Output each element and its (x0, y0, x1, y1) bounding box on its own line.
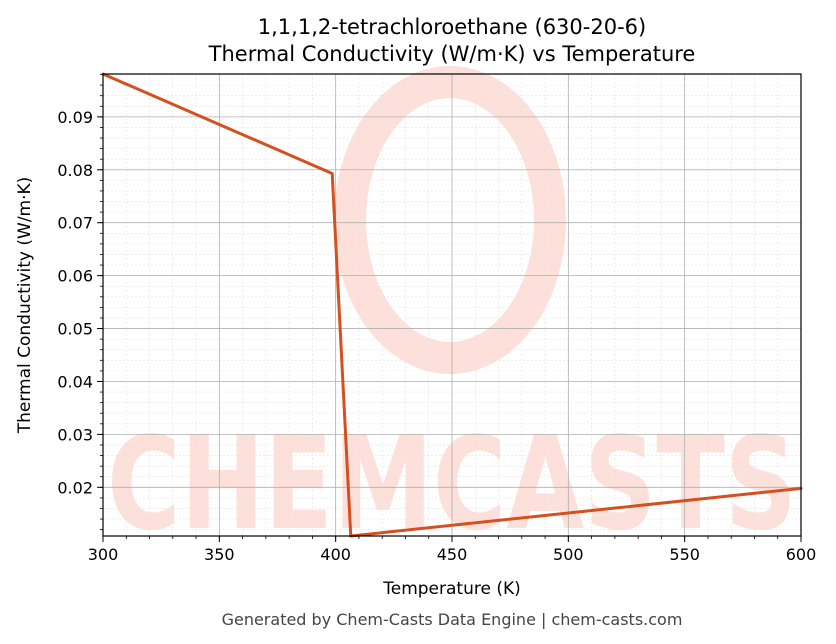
x-tick-label: 600 (786, 545, 817, 564)
footer-text: Generated by Chem-Casts Data Engine | ch… (222, 610, 683, 629)
y-axis: 0.02 0.03 0.04 0.05 0.06 0.07 0.08 0.09 (57, 74, 103, 531)
x-tick-label: 500 (553, 545, 584, 564)
y-tick-label: 0.07 (57, 214, 93, 233)
y-tick-label: 0.05 (57, 320, 93, 339)
x-axis-label: Temperature (K) (382, 579, 521, 599)
y-tick-label: 0.09 (57, 108, 93, 127)
y-tick-label: 0.06 (57, 267, 93, 286)
series-line (101, 72, 803, 538)
y-axis-label: Thermal Conductivity (W/m·K) (15, 177, 35, 435)
y-tick-label: 0.04 (57, 372, 93, 391)
y-tick-label: 0.08 (57, 161, 93, 180)
watermark-logo (334, 66, 566, 374)
chart-title: 1,1,1,2-tetrachloroethane (630-20-6) (258, 15, 646, 39)
chart-subtitle: Thermal Conductivity (W/m·K) vs Temperat… (208, 42, 696, 66)
y-tick-label: 0.03 (57, 425, 93, 444)
series-layer (101, 72, 803, 538)
x-tick-label: 400 (320, 545, 351, 564)
x-tick-label: 300 (88, 545, 119, 564)
y-tick-label: 0.02 (57, 478, 93, 497)
x-axis: 300 350 400 450 500 550 600 (88, 536, 817, 564)
x-tick-label: 450 (437, 545, 468, 564)
x-tick-label: 550 (669, 545, 700, 564)
major-grid (102, 74, 802, 536)
x-tick-label: 350 (204, 545, 235, 564)
